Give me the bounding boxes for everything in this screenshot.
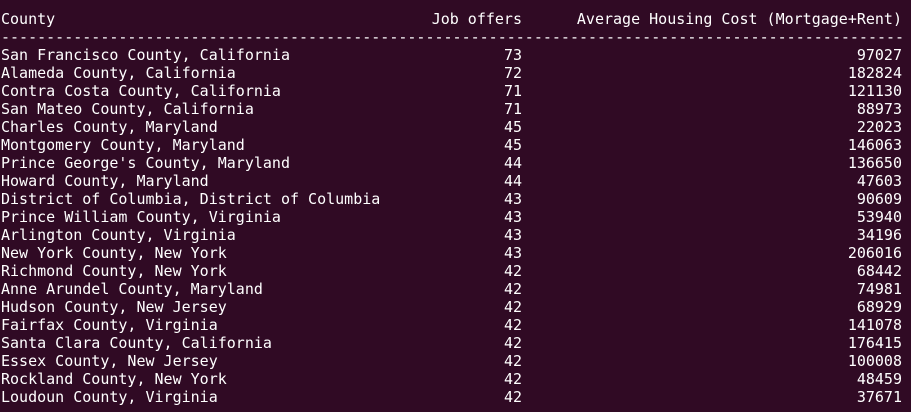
header-job-offers: Job offers (431, 10, 522, 28)
row-county: Santa Clara County, California (1, 334, 272, 352)
table-row: Anne Arundel County, Maryland 42 74981 (0, 280, 911, 298)
table-separator-line: ----------------------------------------… (0, 28, 911, 46)
row-job-offers: 73 (503, 46, 522, 64)
row-average-housing-cost: 146063 (847, 136, 902, 154)
row-county: Alameda County, California (1, 64, 236, 82)
row-average-housing-cost: 47603 (856, 172, 902, 190)
table-row: Charles County, Maryland 45 22023 (0, 118, 911, 136)
row-average-housing-cost: 48459 (856, 370, 902, 388)
table-row: District of Columbia, District of Columb… (0, 190, 911, 208)
row-county: Howard County, Maryland (1, 172, 209, 190)
row-average-housing-cost: 136650 (847, 154, 902, 172)
row-county: Richmond County, New York (1, 262, 227, 280)
row-county: Rockland County, New York (1, 370, 227, 388)
row-job-offers: 43 (503, 226, 522, 244)
row-job-offers: 43 (503, 208, 522, 226)
row-average-housing-cost: 182824 (847, 64, 902, 82)
row-average-housing-cost: 206016 (847, 244, 902, 262)
row-average-housing-cost: 90609 (856, 190, 902, 208)
row-job-offers: 43 (503, 244, 522, 262)
row-job-offers: 42 (503, 280, 522, 298)
row-job-offers: 42 (503, 316, 522, 334)
table-row: Loudoun County, Virginia 42 37671 (0, 388, 911, 406)
row-average-housing-cost: 100008 (847, 352, 902, 370)
table-row: Hudson County, New Jersey 42 68929 (0, 298, 911, 316)
row-average-housing-cost: 68442 (856, 262, 902, 280)
table-row: Santa Clara County, California 42 176415 (0, 334, 911, 352)
row-county: Contra Costa County, California (1, 82, 281, 100)
header-county: County (1, 10, 56, 28)
row-average-housing-cost: 53940 (856, 208, 902, 226)
table-row: Montgomery County, Maryland 45 146063 (0, 136, 911, 154)
table-row: Prince William County, Virginia 43 53940 (0, 208, 911, 226)
row-county: San Mateo County, California (1, 100, 254, 118)
table-row: Alameda County, California 72 182824 (0, 64, 911, 82)
row-job-offers: 45 (503, 136, 522, 154)
table-row: San Francisco County, California 73 97027 (0, 46, 911, 64)
row-county: Hudson County, New Jersey (1, 298, 227, 316)
table-row: Essex County, New Jersey 42 100008 (0, 352, 911, 370)
row-job-offers: 42 (503, 298, 522, 316)
row-average-housing-cost: 22023 (856, 118, 902, 136)
row-average-housing-cost: 88973 (856, 100, 902, 118)
row-average-housing-cost: 34196 (856, 226, 902, 244)
row-county: Essex County, New Jersey (1, 352, 218, 370)
table-row: Howard County, Maryland 44 47603 (0, 172, 911, 190)
table-row: Prince George's County, Maryland 44 136650 (0, 154, 911, 172)
row-job-offers: 45 (503, 118, 522, 136)
row-county: Fairfax County, Virginia (1, 316, 218, 334)
row-county: Prince George's County, Maryland (1, 154, 290, 172)
row-county: Prince William County, Virginia (1, 208, 281, 226)
table-header: County Job offers Average Housing Cost (… (0, 10, 911, 28)
row-job-offers: 42 (503, 352, 522, 370)
table-row: Arlington County, Virginia 43 34196 (0, 226, 911, 244)
table-row: Fairfax County, Virginia 42 141078 (0, 316, 911, 334)
separator-dashes: ----------------------------------------… (1, 28, 902, 46)
table-row: Rockland County, New York 42 48459 (0, 370, 911, 388)
row-county: New York County, New York (1, 244, 227, 262)
row-job-offers: 44 (503, 172, 522, 190)
row-county: Anne Arundel County, Maryland (1, 280, 263, 298)
row-average-housing-cost: 37671 (856, 388, 902, 406)
row-average-housing-cost: 141078 (847, 316, 902, 334)
row-average-housing-cost: 97027 (856, 46, 902, 64)
row-county: Arlington County, Virginia (1, 226, 236, 244)
table-row: New York County, New York 43 206016 (0, 244, 911, 262)
row-job-offers: 71 (503, 82, 522, 100)
row-county: Charles County, Maryland (1, 118, 218, 136)
row-average-housing-cost: 68929 (856, 298, 902, 316)
table-row: Richmond County, New York 42 68442 (0, 262, 911, 280)
table-row: San Mateo County, California 71 88973 (0, 100, 911, 118)
row-job-offers: 44 (503, 154, 522, 172)
row-job-offers: 43 (503, 190, 522, 208)
row-job-offers: 42 (503, 388, 522, 406)
row-county: Montgomery County, Maryland (1, 136, 245, 154)
row-county: San Francisco County, California (1, 46, 290, 64)
row-job-offers: 71 (503, 100, 522, 118)
row-job-offers: 42 (503, 370, 522, 388)
row-average-housing-cost: 176415 (847, 334, 902, 352)
table-row: Contra Costa County, California 71 121130 (0, 82, 911, 100)
row-county: Loudoun County, Virginia (1, 388, 218, 406)
row-job-offers: 72 (503, 64, 522, 82)
row-average-housing-cost: 121130 (847, 82, 902, 100)
header-average-housing-cost: Average Housing Cost (Mortgage+Rent) (576, 10, 902, 28)
row-job-offers: 42 (503, 334, 522, 352)
row-job-offers: 42 (503, 262, 522, 280)
row-average-housing-cost: 74981 (856, 280, 902, 298)
row-county: District of Columbia, District of Columb… (1, 190, 381, 208)
